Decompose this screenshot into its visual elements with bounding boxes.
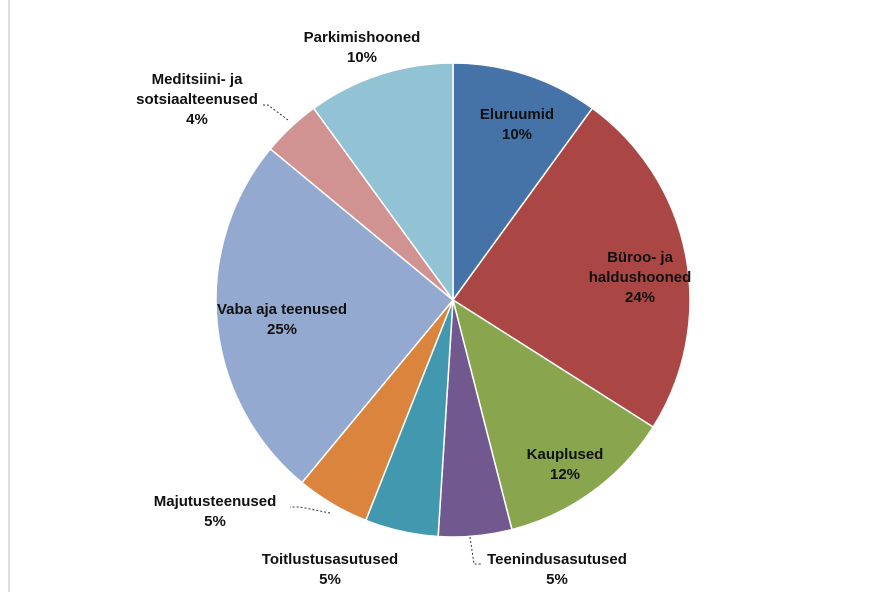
slice-percent: 25% <box>266 321 298 338</box>
leader-line <box>262 104 289 121</box>
slice-percent: 5% <box>546 571 568 588</box>
pie-slice <box>451 298 655 531</box>
slice-name: Toitlustusasutused <box>261 551 399 568</box>
slice-name: Büroo- ja haldushooned <box>588 249 692 286</box>
slice-name: Vaba aja teenused <box>216 301 348 318</box>
pie-slice <box>312 62 454 303</box>
slice-percent: 12% <box>549 466 581 483</box>
pie-slice <box>215 147 455 484</box>
slice-percent: 4% <box>186 111 208 128</box>
slice-percent: 24% <box>624 289 656 306</box>
slice-percent: 5% <box>204 513 226 530</box>
slice-label: Meditsiini- ja sotsiaalteenused 4% <box>127 70 267 130</box>
pie-slice <box>451 107 691 429</box>
slice-label: Majutusteenused 5% <box>154 492 277 532</box>
slice-percent: 5% <box>319 571 341 588</box>
leader-line <box>469 536 482 565</box>
slice-name: Meditsiini- ja sotsiaalteenused <box>136 71 258 108</box>
slice-name: Parkimishooned <box>303 29 421 46</box>
leader-line <box>290 506 331 514</box>
slice-name: Teenindusasutused <box>487 551 627 568</box>
slice-label: Parkimishooned 10% <box>304 28 421 68</box>
slice-label: Eluruumid 10% <box>480 105 554 145</box>
slice-name: Majutusteenused <box>153 493 277 510</box>
slice-percent: 10% <box>346 49 378 66</box>
slice-label: Toitlustusasutused 5% <box>262 550 398 590</box>
slice-percent: 10% <box>501 126 533 143</box>
slice-label: Teenindusasutused 5% <box>487 550 627 590</box>
slice-label: Kauplused 12% <box>527 445 604 485</box>
slice-label: Vaba aja teenused 25% <box>217 300 347 340</box>
slice-name: Eluruumid <box>479 106 555 123</box>
slice-label: Büroo- ja haldushooned 24% <box>583 248 698 308</box>
leader-lines <box>262 104 482 565</box>
slice-name: Kauplused <box>526 446 604 463</box>
pie-slice <box>452 62 594 303</box>
